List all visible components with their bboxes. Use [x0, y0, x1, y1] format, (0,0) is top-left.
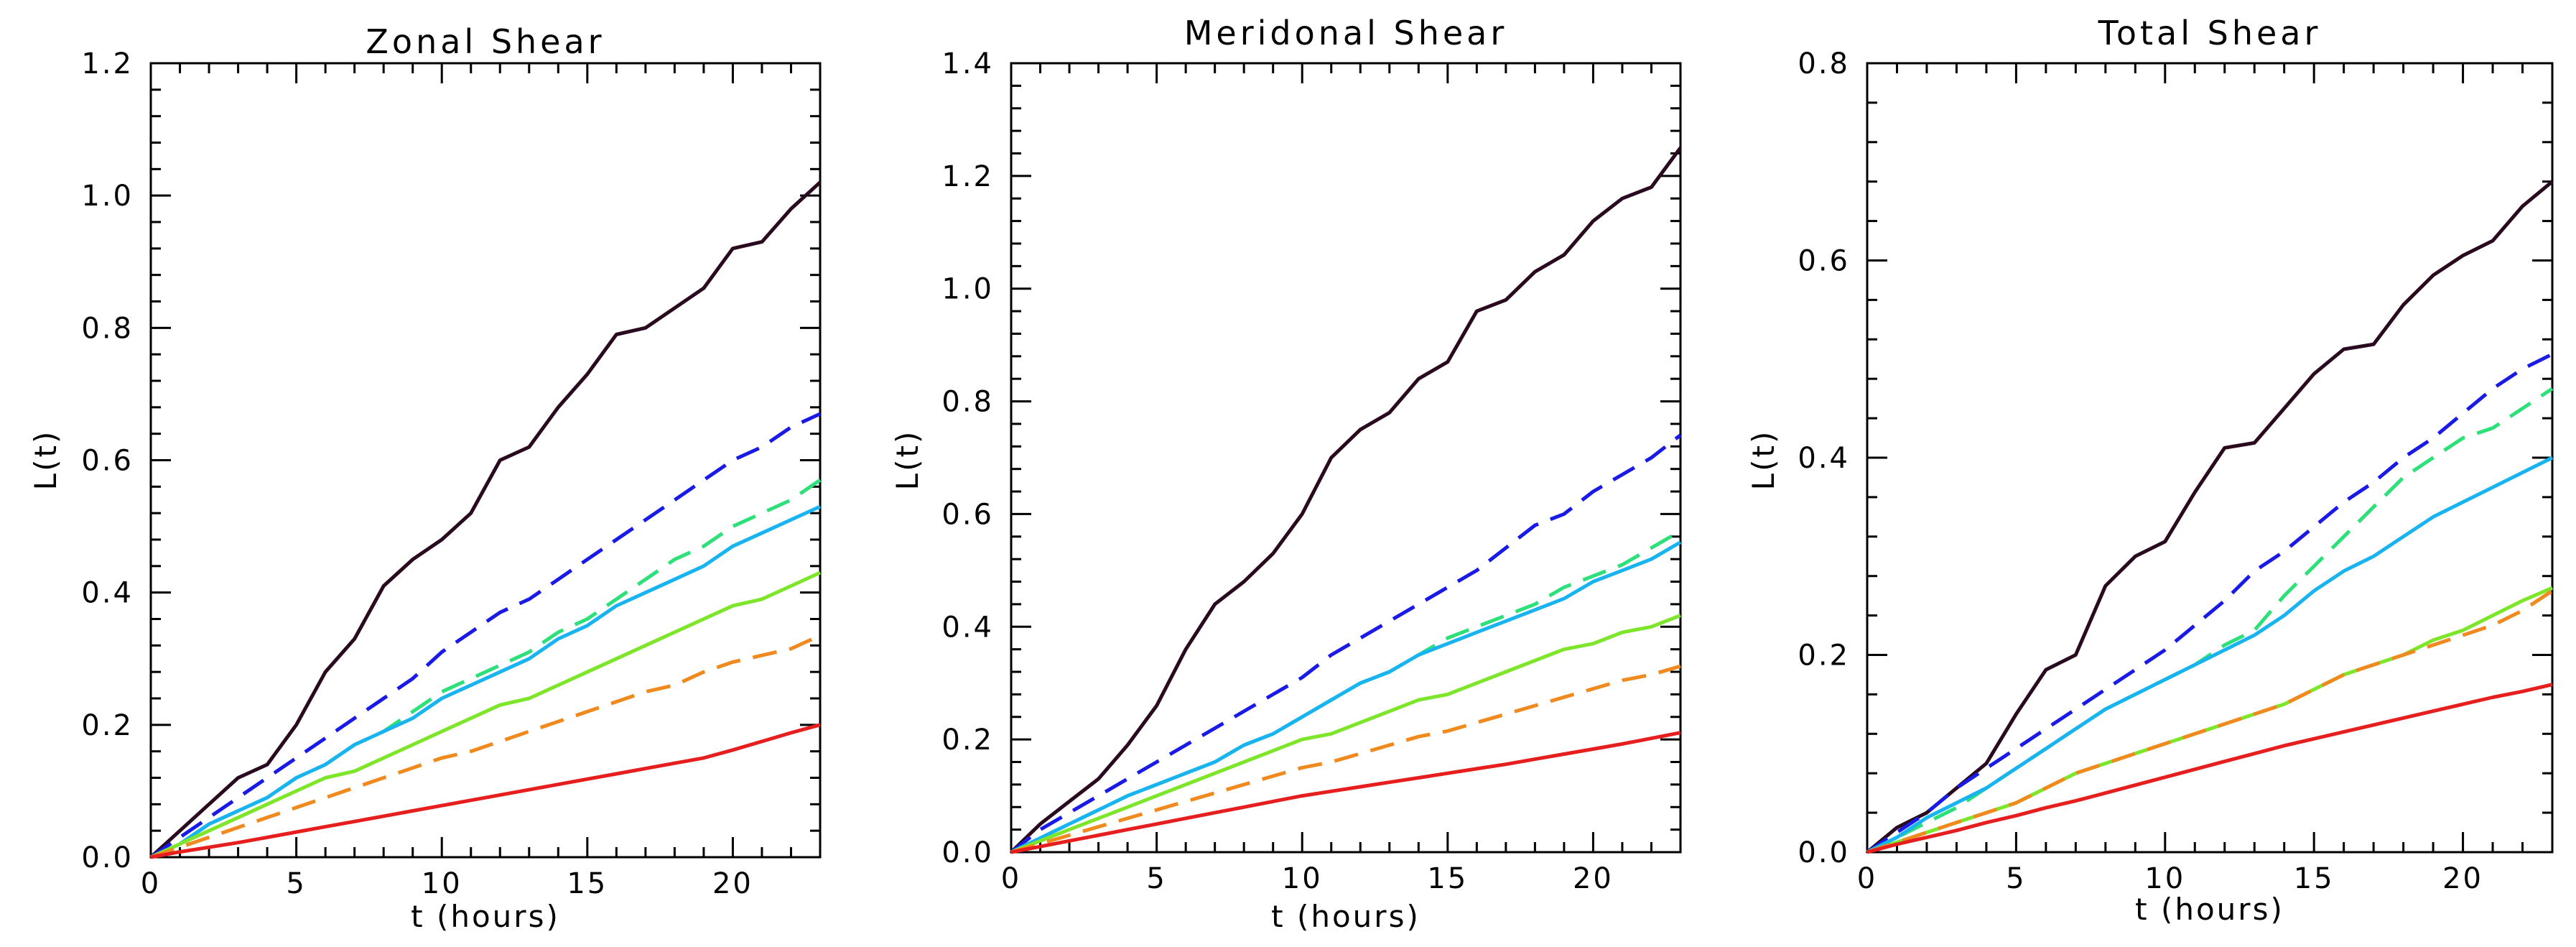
- y-tick-label: 1.2: [81, 47, 134, 80]
- y-tick-label: 0.2: [1798, 639, 1850, 673]
- plot-frame: [149, 62, 822, 859]
- x-tick-label: 10: [422, 867, 462, 900]
- y-tick-label: 0.0: [941, 836, 994, 869]
- series-line-4: [149, 570, 822, 859]
- series-line-6: [1866, 683, 2553, 854]
- y-tick-label: 0.2: [941, 724, 994, 757]
- series-line-3: [149, 504, 822, 859]
- chart-panel-zonal-shear: Zonal Shear t (hours) L(t) 0 5 10 15 20 0.0 0.…: [28, 22, 822, 934]
- x-tick-label: 15: [1427, 862, 1468, 895]
- y-tick-label: 0.6: [941, 498, 994, 531]
- plot-frame: [1010, 62, 1682, 854]
- y-tick-label: 0.6: [81, 445, 134, 478]
- series-line-4: [1010, 614, 1681, 854]
- x-tick-label: 15: [2294, 862, 2335, 895]
- series-line-0: [1010, 147, 1683, 854]
- y-axis-label: L(t): [890, 430, 925, 491]
- y-tick-label: 1.4: [941, 47, 994, 80]
- x-tick-label: 20: [712, 867, 753, 900]
- series-line-3: [1010, 540, 1682, 854]
- x-tick-label: 5: [2006, 862, 2026, 895]
- y-tick-label: 0.8: [941, 386, 994, 419]
- x-tick-label: 20: [2442, 862, 2483, 895]
- series-line-1: [1010, 433, 1682, 854]
- y-tick-label: 0.4: [81, 577, 134, 610]
- x-axis-label: t (hours): [1271, 899, 1420, 934]
- y-tick-label: 0.0: [1798, 836, 1850, 869]
- series-line-0: [149, 180, 822, 859]
- y-tick-label: 0.4: [1798, 442, 1850, 475]
- y-tick-label: 0.6: [1798, 245, 1850, 278]
- y-tick-label: 0.8: [81, 312, 134, 345]
- series-line-1: [1866, 352, 2554, 854]
- chart-panel-meridonal-shear: Meridonal Shear t (hours) L(t) 0 5 10 15 20 0…: [890, 14, 1683, 934]
- series-line-3: [1866, 456, 2554, 854]
- y-axis-label: L(t): [1746, 430, 1781, 491]
- series-line-5: [1866, 589, 2554, 854]
- series-line-5: [150, 634, 822, 859]
- chart-panel-total-shear: Total Shear t (hours) L(t) 0 5 10 15 20 0.0 0.…: [1746, 14, 2554, 927]
- series-line-5: [1010, 664, 1681, 854]
- y-tick-label: 0.2: [81, 709, 134, 742]
- series-line-4: [1866, 586, 2553, 854]
- y-axis-label: L(t): [28, 430, 63, 491]
- x-tick-label: 10: [1282, 862, 1323, 895]
- series-line-2: [1866, 387, 2554, 854]
- y-tick-label: 1.0: [81, 180, 134, 213]
- chart-title: Total Shear: [2098, 14, 2322, 52]
- x-tick-label: 5: [286, 867, 306, 900]
- series-line-6: [1010, 731, 1681, 854]
- y-tick-label: 0.0: [81, 841, 134, 874]
- y-tick-label: 1.0: [941, 273, 994, 306]
- x-tick-label: 15: [567, 867, 608, 900]
- y-tick-label: 0.8: [1798, 47, 1850, 80]
- series-line-6: [150, 723, 821, 859]
- y-tick-label: 1.2: [941, 160, 994, 193]
- x-tick-label: 5: [1146, 862, 1166, 895]
- plot-frame: [1866, 62, 2554, 854]
- chart-title: Zonal Shear: [366, 22, 605, 61]
- x-tick-label: 0: [1857, 862, 1877, 895]
- x-axis-label: t (hours): [411, 899, 560, 934]
- y-tick-label: 0.4: [941, 611, 994, 644]
- x-tick-label: 0: [1001, 862, 1021, 895]
- x-tick-label: 20: [1573, 862, 1614, 895]
- x-tick-label: 10: [2144, 862, 2185, 895]
- chart-title: Meridonal Shear: [1184, 14, 1508, 52]
- series-line-2: [149, 479, 822, 859]
- series-line-1: [149, 412, 822, 859]
- series-line-0: [1866, 180, 2554, 854]
- x-axis-label: t (hours): [2135, 892, 2284, 927]
- x-tick-label: 0: [141, 867, 161, 900]
